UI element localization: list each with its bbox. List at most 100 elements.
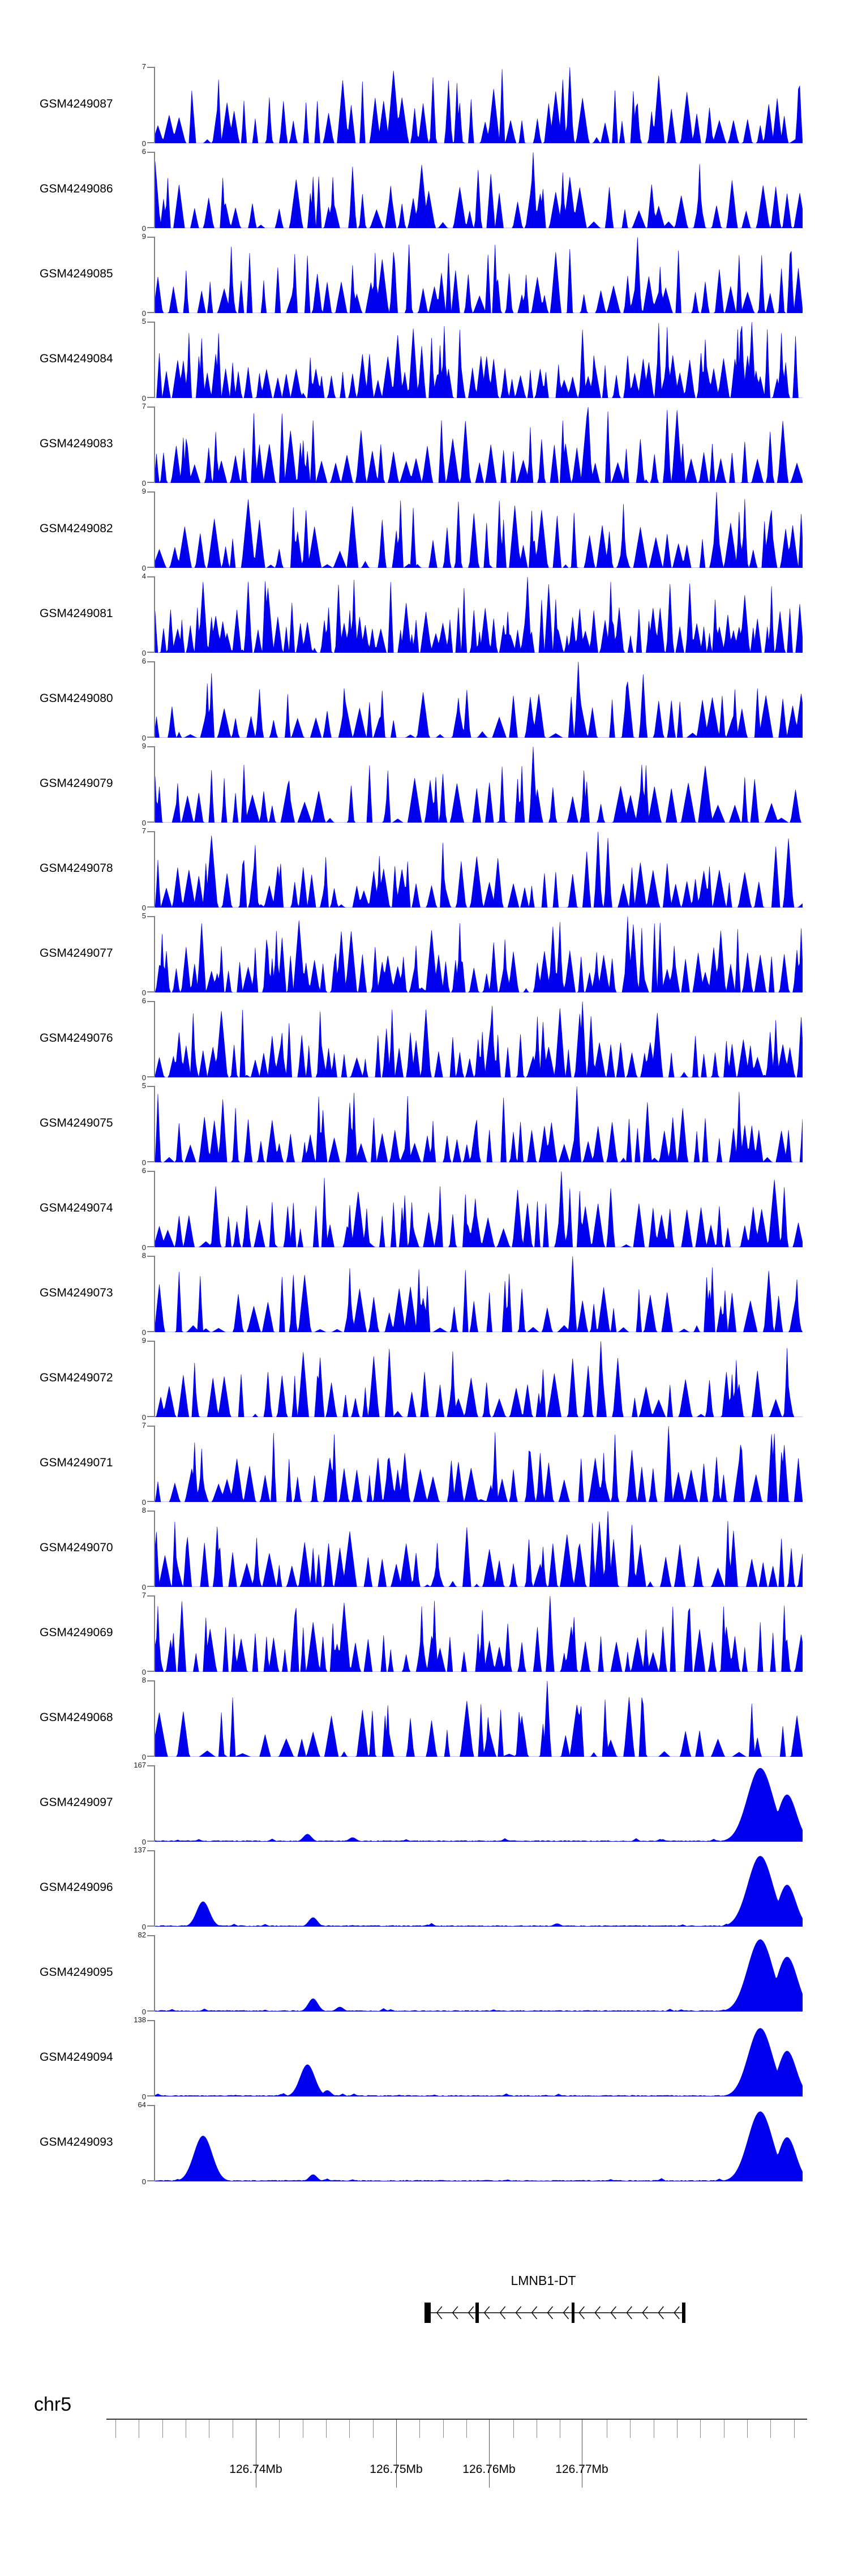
axis-tick-max — [147, 1680, 154, 1681]
track-sample-label: GSM4249069 — [40, 1625, 113, 1639]
track-plot-area[interactable] — [155, 1680, 803, 1757]
axis-max-value: 5 — [142, 317, 146, 326]
gene-exon-block — [682, 2303, 685, 2323]
track-sample-label: GSM4249073 — [40, 1286, 113, 1299]
track-axis-line — [154, 237, 155, 313]
track-plot-area[interactable] — [155, 2105, 803, 2181]
track-plot-area[interactable] — [155, 2020, 803, 2096]
coverage-track-row[interactable]: GSM4249093 64 0 — [0, 2101, 849, 2185]
coverage-track-row[interactable]: GSM4249085 9 0 — [0, 233, 849, 317]
track-plot-area[interactable] — [155, 1171, 803, 1247]
gene-strand-arrow-icon — [642, 2306, 648, 2320]
axis-tick-min — [147, 821, 154, 823]
track-plot-area[interactable] — [155, 1426, 803, 1502]
axis-min-value: 0 — [142, 479, 146, 487]
ruler-minor-tick — [115, 2420, 116, 2438]
track-plot-area[interactable] — [155, 1341, 803, 1417]
track-plot-area[interactable] — [155, 237, 803, 313]
track-plot-area[interactable] — [155, 1595, 803, 1672]
coverage-track-row[interactable]: GSM4249071 7 0 — [0, 1422, 849, 1506]
coverage-track-row[interactable]: GSM4249087 7 0 — [0, 63, 849, 147]
coverage-area-svg — [155, 2028, 803, 2096]
track-plot-area[interactable] — [155, 1086, 803, 1162]
coverage-track-row[interactable]: GSM4249077 5 0 — [0, 912, 849, 996]
axis-min-value: 0 — [142, 564, 146, 572]
coverage-area-svg — [155, 1595, 803, 1672]
track-plot-area[interactable] — [155, 661, 803, 738]
coverage-track-row[interactable]: GSM4249095 82 0 — [0, 1931, 849, 2016]
track-sample-label: GSM4249086 — [40, 182, 113, 195]
coverage-track-row[interactable]: GSM4249094 138 0 — [0, 2016, 849, 2100]
ruler-minor-tick — [630, 2420, 631, 2438]
track-plot-area[interactable] — [155, 1001, 803, 1077]
track-plot-area[interactable] — [155, 1765, 803, 1842]
coverage-track-row[interactable]: GSM4249081 4 0 — [0, 572, 849, 657]
coverage-track-row[interactable]: GSM4249068 8 0 — [0, 1676, 849, 1761]
axis-tick-min — [147, 1161, 154, 1162]
axis-max-value: 138 — [134, 2016, 146, 2024]
coverage-track-row[interactable]: GSM4249075 5 0 — [0, 1082, 849, 1166]
axis-min-value: 0 — [142, 1158, 146, 1167]
coverage-track-row[interactable]: GSM4249079 9 0 — [0, 742, 849, 827]
track-axis: 167 0 — [134, 1761, 803, 1846]
track-plot-area[interactable] — [155, 746, 803, 823]
track-plot-area[interactable] — [155, 576, 803, 653]
coverage-track-row[interactable]: GSM4249069 7 0 — [0, 1591, 849, 1676]
track-plot-area[interactable] — [155, 1935, 803, 2012]
gene-strand-arrow-icon — [610, 2306, 616, 2320]
track-axis-line — [154, 746, 155, 823]
track-axis-line — [154, 491, 155, 568]
coverage-track-row[interactable]: GSM4249072 9 0 — [0, 1337, 849, 1421]
track-plot-area[interactable] — [155, 1510, 803, 1587]
track-plot-area[interactable] — [155, 831, 803, 908]
axis-min-value: 0 — [142, 649, 146, 657]
axis-tick-max — [147, 746, 154, 747]
axis-tick-min — [147, 2180, 154, 2181]
ruler-minor-tick — [349, 2420, 350, 2438]
track-plot-area[interactable] — [155, 1256, 803, 1332]
axis-max-value: 64 — [138, 2100, 146, 2109]
axis-tick-min — [147, 142, 154, 143]
track-plot-area[interactable] — [155, 322, 803, 398]
coverage-area-svg — [155, 152, 803, 228]
track-plot-area[interactable] — [155, 67, 803, 143]
axis-tick-min — [147, 906, 154, 908]
coverage-track-row[interactable]: GSM4249096 137 0 — [0, 1846, 849, 1931]
axis-max-value: 6 — [142, 657, 146, 665]
coverage-track-row[interactable]: GSM4249074 6 0 — [0, 1167, 849, 1251]
axis-max-value: 7 — [142, 62, 146, 71]
track-axis-line — [154, 2105, 155, 2181]
coverage-track-row[interactable]: GSM4249070 8 0 — [0, 1507, 849, 1591]
gene-strand-arrow-icon — [674, 2306, 680, 2320]
coverage-track-row[interactable]: GSM4249097 167 0 — [0, 1761, 849, 1846]
track-axis: 137 0 — [134, 1846, 803, 1931]
track-plot-area[interactable] — [155, 406, 803, 483]
coverage-track-row[interactable]: GSM4249083 7 0 — [0, 403, 849, 487]
axis-min-value: 0 — [142, 1838, 146, 1846]
coverage-track-row[interactable]: GSM4249073 8 0 — [0, 1252, 849, 1336]
coverage-track-row[interactable]: GSM4249080 6 0 — [0, 657, 849, 742]
coverage-track-row[interactable]: GSM4249084 5 0 — [0, 318, 849, 402]
coverage-track-row[interactable]: GSM4249082 9 0 — [0, 487, 849, 572]
coverage-track-row[interactable]: GSM4249078 7 0 — [0, 827, 849, 912]
axis-tick-min — [147, 312, 154, 313]
track-plot-area[interactable] — [155, 152, 803, 228]
ruler-minor-tick — [770, 2420, 771, 2438]
track-axis-line — [154, 1256, 155, 1332]
track-sample-label: GSM4249082 — [40, 521, 113, 535]
coverage-track-row[interactable]: GSM4249076 6 0 — [0, 997, 849, 1081]
track-plot-area[interactable] — [155, 916, 803, 992]
axis-min-value: 0 — [142, 309, 146, 318]
ruler-major-tick — [489, 2420, 490, 2488]
track-plot-area[interactable] — [155, 491, 803, 568]
gene-strand-arrow-icon — [531, 2306, 538, 2320]
coverage-track-row[interactable]: GSM4249086 6 0 — [0, 148, 849, 232]
track-sample-label: GSM4249094 — [40, 2050, 113, 2064]
track-plot-area[interactable] — [155, 1850, 803, 1927]
